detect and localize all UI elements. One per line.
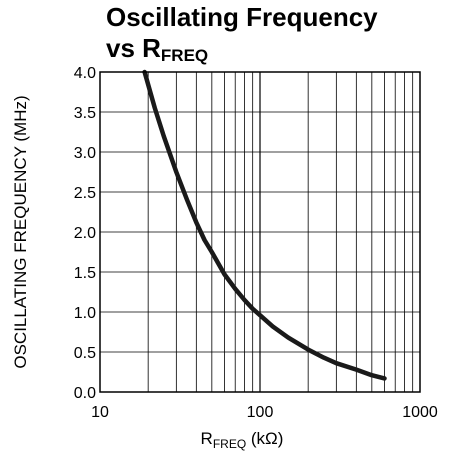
x-axis-label: RFREQ (kΩ) xyxy=(201,429,284,451)
plot-frame xyxy=(99,71,421,393)
y-tick-label: 2.0 xyxy=(74,225,96,242)
x-axis-label-prefix: R xyxy=(201,429,213,448)
chart-title-line2-prefix: vs R xyxy=(106,33,161,63)
series-line xyxy=(142,69,387,381)
x-tick-label: 100 xyxy=(247,404,274,421)
y-tick-label: 1.5 xyxy=(74,265,96,282)
x-tick-label: 1000 xyxy=(402,404,438,421)
tick-labels: 0.0 0.5 1.0 1.5 2.0 2.5 3.0 3.5 4.0 10 100 1000 xyxy=(74,65,438,421)
y-tick-label: 4.0 xyxy=(74,65,96,82)
y-tick-label: 0.0 xyxy=(74,385,96,402)
y-tick-label: 3.5 xyxy=(74,105,96,122)
y-tick-label: 1.0 xyxy=(74,305,96,322)
chart-title-line2-subscript: FREQ xyxy=(160,46,209,65)
chart-title-line1: Oscillating Frequency xyxy=(106,2,378,32)
series-layer xyxy=(142,69,387,381)
y-tick-label: 2.5 xyxy=(74,185,96,202)
chart-title: Oscillating Frequency vs RFREQ xyxy=(106,2,446,71)
y-tick-label: 0.5 xyxy=(74,345,96,362)
x-axis-label-suffix: (kΩ) xyxy=(246,429,283,448)
chart-title-line2: vs RFREQ xyxy=(106,33,446,71)
grid xyxy=(100,72,420,392)
x-axis-label-subscript: FREQ xyxy=(213,437,246,451)
y-axis-label: OSCILLATING FREQUENCY (MHz) xyxy=(11,95,30,368)
x-tick-label: 10 xyxy=(91,404,109,421)
y-tick-label: 3.0 xyxy=(74,145,96,162)
